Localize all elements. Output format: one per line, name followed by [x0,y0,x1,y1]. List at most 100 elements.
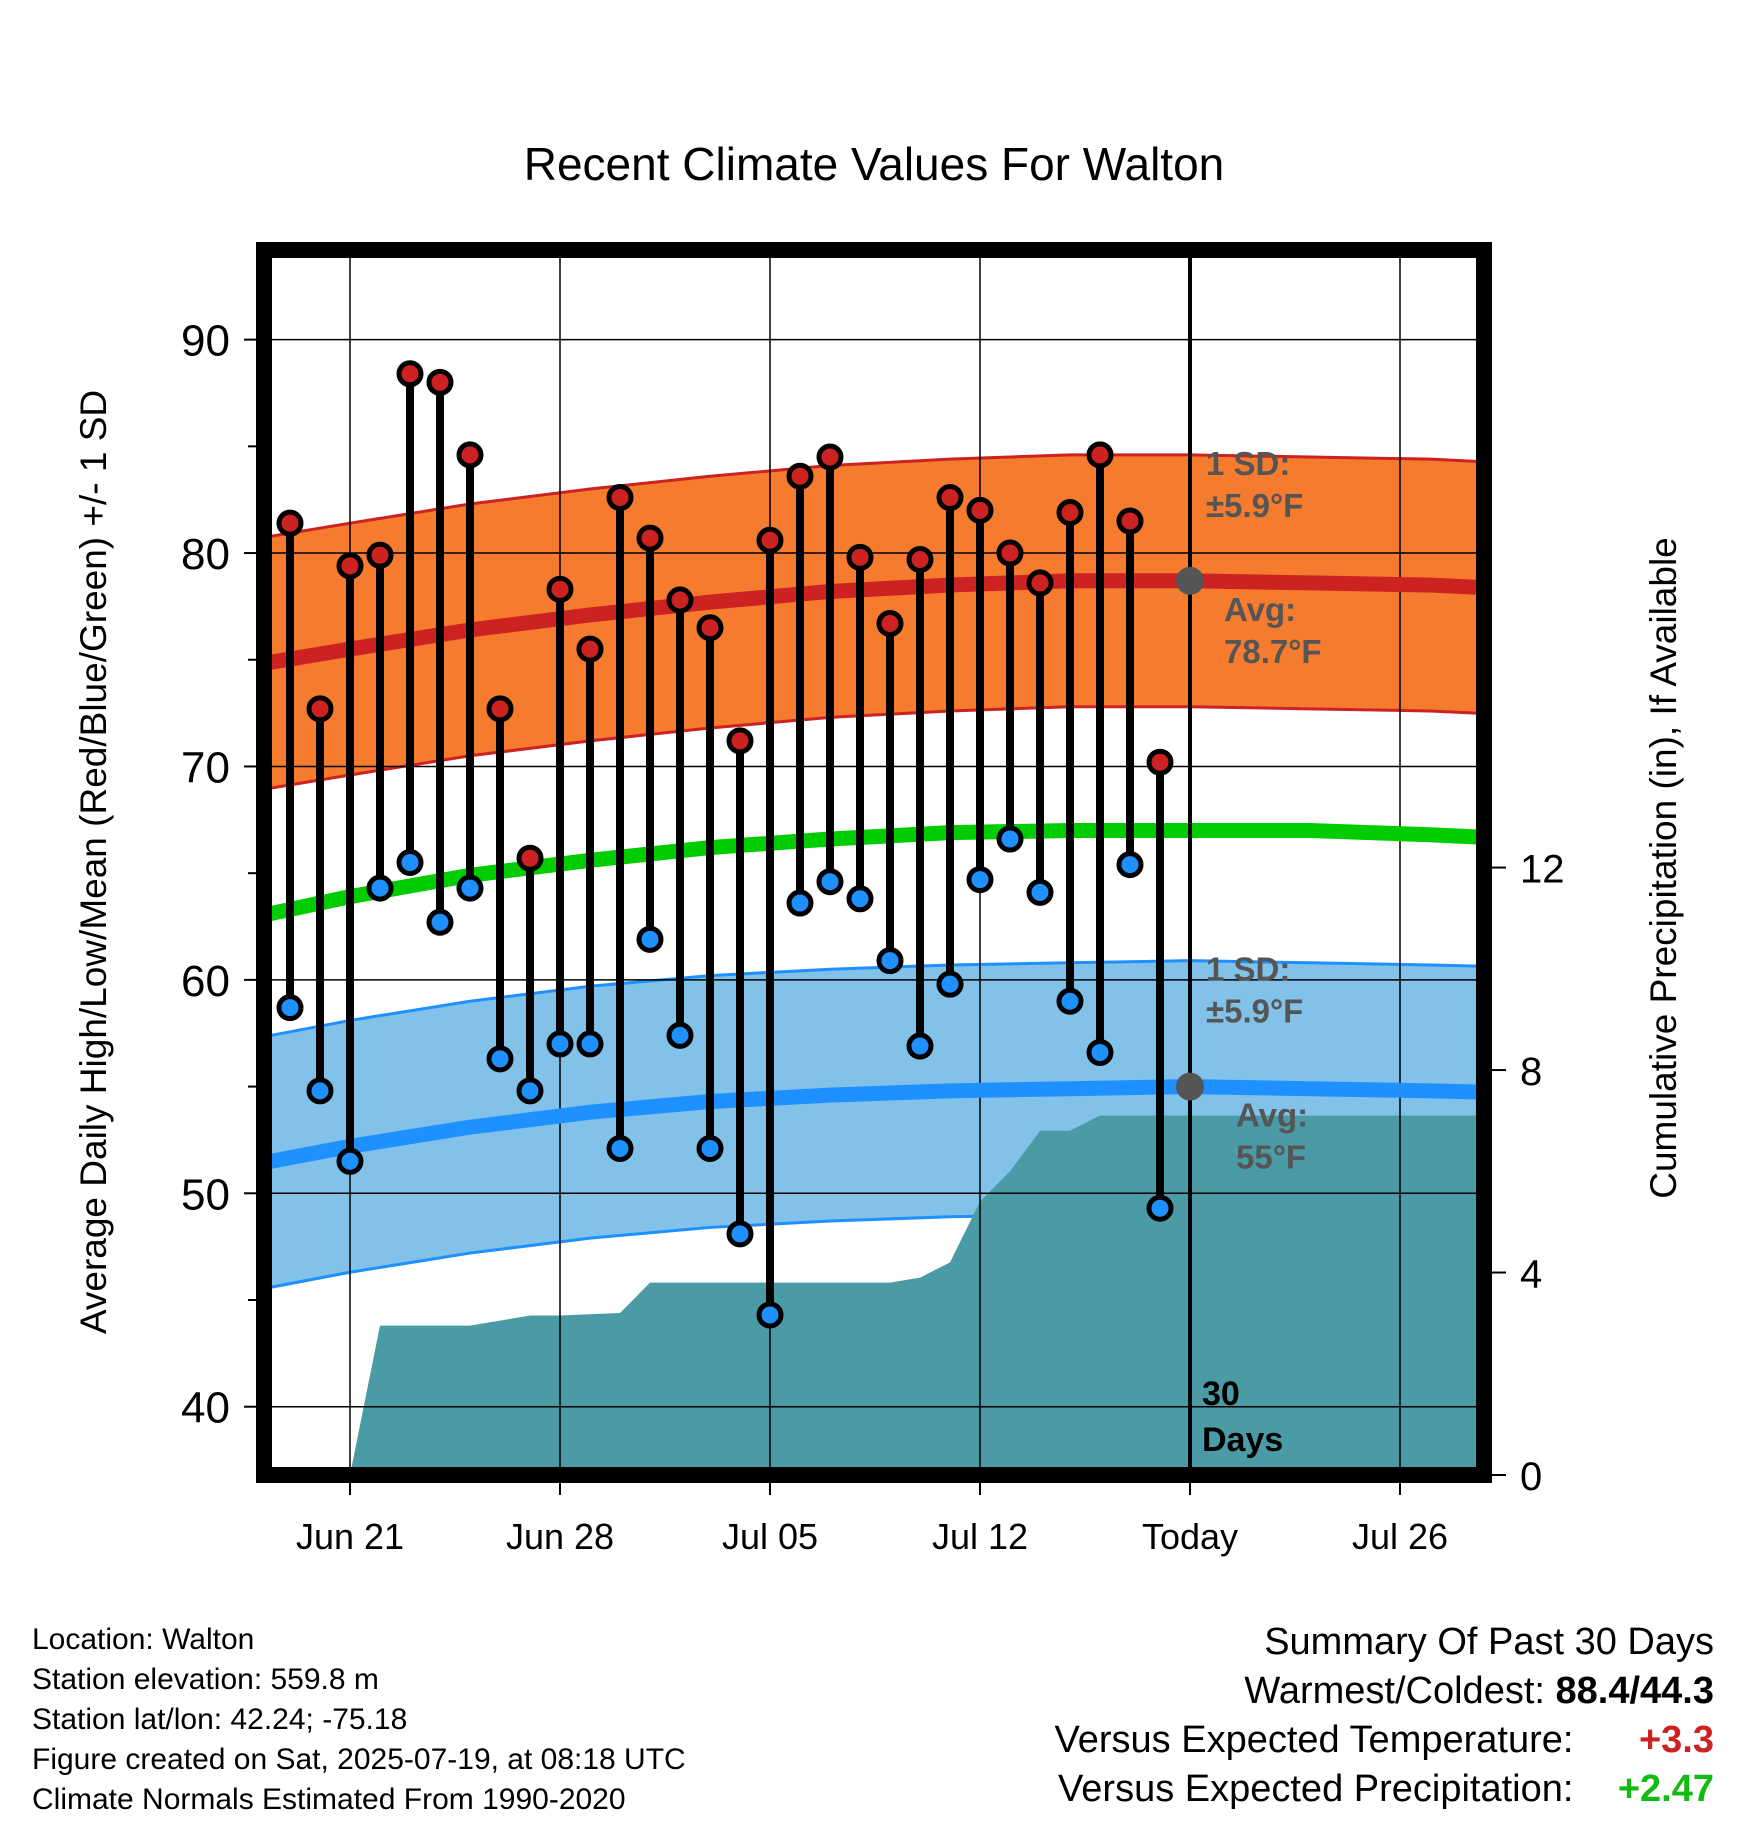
high-temp-point-23 [966,496,994,524]
summary-panel: Summary Of Past 30 Days Warmest/Coldest:… [1055,1618,1714,1814]
low-temp-point-6 [456,874,484,902]
low-temp-point-18 [816,868,844,896]
y-right-tick-label-0: 0 [1520,1455,1542,1499]
low-temp-point-25 [1026,878,1054,906]
high-temp-point-5 [426,368,454,396]
low-temp-point-7 [486,1045,514,1073]
high-temp-point-10 [576,635,604,663]
precip-area [264,1115,1484,1475]
low-temp-point-1 [306,1077,334,1105]
temp-anomaly-label: Versus Expected Temperature: [1054,1719,1574,1761]
high-temp-point-11 [606,484,634,512]
days-label-line1: 30 [1202,1375,1240,1413]
plot-frame [256,242,1492,1483]
warm-cold-value: 88.4/44.3 [1555,1670,1714,1712]
normal-low-line [264,1079,1484,1171]
low-avg-label-line1: Avg: [1236,1097,1308,1134]
summary-precip-row: Versus Expected Precipitation: +2.47 [1055,1765,1714,1814]
high-temp-point-19 [846,543,874,571]
high-temp-point-13 [666,586,694,614]
climate-chart: 1 SD: ±5.9°F Avg: 78.7°F 1 SD: ±5.9°F Avg: 55°F… [73,138,1684,1600]
precip-anomaly-value: +2.47 [1617,1768,1714,1810]
high-temp-point-8 [516,844,544,872]
x-axis-label: Day [840,1597,908,1600]
low-temp-point-2 [336,1147,364,1175]
low-avg-marker [1176,1072,1204,1101]
precip-anomaly-label: Versus Expected Precipitation: [1058,1768,1574,1810]
low-sd-label-line2: ±5.9°F [1206,993,1303,1030]
high-temp-point-14 [696,614,724,642]
summary-title: Summary Of Past 30 Days [1264,1621,1714,1663]
temp-anomaly-value: +3.3 [1638,1719,1714,1761]
low-temp-point-19 [846,885,874,913]
low-temp-point-27 [1086,1038,1114,1066]
low-temp-point-24 [996,825,1024,853]
low-temp-point-15 [726,1220,754,1248]
low-temp-point-8 [516,1077,544,1105]
x-tick-label-5: Jul 26 [1352,1516,1448,1557]
high-sd-label-line1: 1 SD: [1206,445,1290,482]
low-temp-point-11 [606,1134,634,1162]
low-temp-point-14 [696,1134,724,1162]
high-temp-point-25 [1026,569,1054,597]
high-temp-point-7 [486,695,514,723]
y-left-tick-label-1: 50 [181,1170,230,1219]
low-temp-point-22 [936,970,964,998]
x-tick-label-2: Jul 05 [722,1516,818,1557]
low-temp-point-12 [636,925,664,953]
days-label-line2: Days [1202,1421,1283,1459]
high-temp-point-9 [546,575,574,603]
low-temp-point-9 [546,1030,574,1058]
low-temp-point-3 [366,874,394,902]
elevation-text: Station elevation: 559.8 m [32,1663,379,1696]
high-temp-point-26 [1056,499,1084,526]
high-avg-label-line1: Avg: [1224,591,1296,628]
plot-area: 1 SD: ±5.9°F Avg: 78.7°F 1 SD: ±5.9°F Avg: 55°F… [264,250,1484,1475]
latlon-text: Station lat/lon: 42.24; -75.18 [32,1703,408,1736]
low-temp-point-21 [906,1032,934,1060]
x-tick-label-4: Today [1142,1516,1238,1557]
low-temp-point-4 [396,849,424,876]
low-temp-point-5 [426,908,454,936]
warm-cold-label: Warmest/Coldest: [1244,1670,1545,1712]
y-right-tick-label-3: 12 [1520,848,1565,892]
high-temp-point-24 [996,539,1024,567]
high-temp-point-18 [816,443,844,471]
high-avg-marker [1176,566,1204,595]
y-left-tick-label-3: 70 [181,743,230,792]
summary-warm-cold-row: Warmest/Coldest: 88.4/44.3 [1055,1667,1714,1716]
high-temp-point-16 [756,526,784,554]
x-tick-label-1: Jun 28 [506,1516,614,1557]
low-temp-point-10 [576,1030,604,1058]
created-text: Figure created on Sat, 2025-07-19, at 08… [32,1743,686,1776]
high-temp-point-3 [366,541,394,569]
low-temp-point-28 [1116,851,1144,879]
high-temp-point-28 [1116,507,1144,535]
high-temp-point-4 [396,360,424,388]
normal-high-line [264,573,1484,671]
high-temp-point-17 [786,462,814,490]
summary-temp-row: Versus Expected Temperature: +3.3 [1055,1716,1714,1765]
high-temp-point-1 [306,695,334,723]
location-text: Location: Walton [32,1623,255,1656]
low-temp-point-17 [786,889,814,917]
y-left-tick-label-4: 80 [181,530,230,579]
high-temp-point-2 [336,552,364,580]
low-temp-point-26 [1056,987,1084,1015]
high-temp-point-27 [1086,441,1114,469]
high-sd-band-upper-edge [264,453,1484,539]
high-avg-label-line2: 78.7°F [1224,633,1322,670]
high-temp-point-6 [456,441,484,469]
low-sd-label-line1: 1 SD: [1206,951,1290,988]
low-temp-point-20 [876,947,904,975]
low-avg-label-line2: 55°F [1236,1139,1306,1176]
high-temp-point-12 [636,524,664,552]
low-temp-point-0 [276,994,304,1022]
low-temp-point-16 [756,1301,784,1329]
high-temp-point-15 [726,727,754,755]
y-left-tick-label-0: 40 [181,1384,230,1433]
station-info: Location: Walton Station elevation: 559.… [32,1620,686,1820]
low-temp-point-13 [666,1021,694,1049]
low-temp-point-29 [1146,1194,1174,1222]
y-right-tick-label-2: 8 [1520,1050,1542,1094]
